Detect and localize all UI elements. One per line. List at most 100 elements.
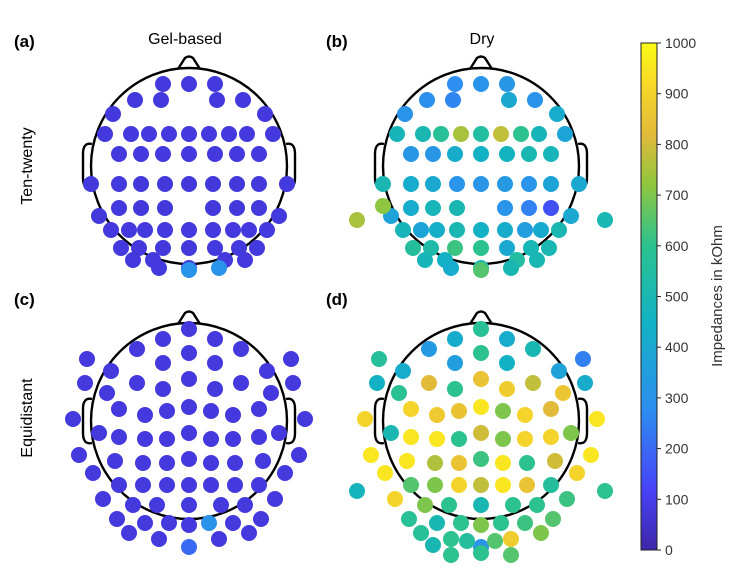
electrode-marker: [155, 355, 171, 371]
electrode-marker: [155, 146, 171, 162]
electrode-marker: [563, 425, 579, 441]
electrode-marker: [559, 491, 575, 507]
colorbar-tick-label: 600: [665, 238, 689, 254]
electrode-marker: [155, 240, 171, 256]
electrodes-panel-b: [349, 76, 613, 278]
electrode-marker: [157, 222, 173, 238]
electrode-marker: [251, 401, 267, 417]
electrode-marker: [403, 200, 419, 216]
electrode-marker: [521, 176, 537, 192]
electrode-marker: [297, 411, 313, 427]
electrode-marker: [203, 403, 219, 419]
electrode-marker: [451, 431, 467, 447]
electrode-marker: [125, 252, 141, 268]
electrode-marker: [181, 345, 197, 361]
electrode-marker: [577, 375, 593, 391]
colorbar-tick-label: 0: [665, 542, 673, 558]
electrode-marker: [255, 453, 271, 469]
electrode-marker: [159, 455, 175, 471]
electrode-marker: [497, 176, 513, 192]
electrode-marker: [375, 176, 391, 192]
electrode-marker: [377, 465, 393, 481]
electrode-marker: [251, 200, 267, 216]
electrode-marker: [447, 240, 463, 256]
electrode-marker: [181, 539, 197, 555]
electrode-marker: [459, 533, 475, 549]
electrode-marker: [569, 465, 585, 481]
electrode-marker: [251, 477, 267, 493]
electrode-marker: [371, 351, 387, 367]
electrode-marker: [83, 176, 99, 192]
electrode-marker: [91, 208, 107, 224]
electrode-marker: [235, 92, 251, 108]
electrode-marker: [473, 222, 489, 238]
electrode-marker: [451, 455, 467, 471]
panel-label-d: (d): [326, 290, 348, 309]
electrode-marker: [135, 477, 151, 493]
electrode-marker: [571, 176, 587, 192]
electrode-marker: [403, 401, 419, 417]
electrode-marker: [429, 407, 445, 423]
electrode-marker: [151, 531, 167, 547]
panel-label-b: (b): [326, 32, 348, 51]
electrode-marker: [181, 321, 197, 337]
electrode-marker: [207, 381, 223, 397]
electrode-marker: [473, 477, 489, 493]
electrode-marker: [395, 363, 411, 379]
electrode-marker: [133, 176, 149, 192]
electrode-marker: [279, 176, 295, 192]
electrode-marker: [451, 477, 467, 493]
electrode-marker: [405, 240, 421, 256]
electrode-marker: [499, 355, 515, 371]
electrode-marker: [257, 106, 273, 122]
electrode-marker: [207, 331, 223, 347]
electrode-marker: [443, 531, 459, 547]
electrode-marker: [225, 407, 241, 423]
electrode-marker: [201, 126, 217, 142]
electrode-marker: [227, 455, 243, 471]
electrode-marker: [551, 222, 567, 238]
electrode-marker: [107, 453, 123, 469]
electrode-marker: [129, 341, 145, 357]
electrode-marker: [473, 76, 489, 92]
electrode-marker: [141, 126, 157, 142]
electrode-marker: [227, 477, 243, 493]
electrode-marker: [91, 425, 107, 441]
electrode-marker: [391, 385, 407, 401]
electrode-marker: [207, 76, 223, 92]
electrode-marker: [249, 240, 265, 256]
electrode-marker: [225, 515, 241, 531]
electrode-marker: [403, 146, 419, 162]
electrode-marker: [433, 126, 449, 142]
electrode-marker: [503, 531, 519, 547]
electrode-marker: [207, 355, 223, 371]
electrode-marker: [447, 76, 463, 92]
colorbar-tick-label: 300: [665, 390, 689, 406]
electrode-marker: [125, 497, 141, 513]
electrode-marker: [133, 146, 149, 162]
electrode-marker: [181, 497, 197, 513]
electrode-marker: [229, 176, 245, 192]
electrode-marker: [417, 497, 433, 513]
electrode-marker: [443, 260, 459, 276]
electrode-marker: [229, 200, 245, 216]
electrode-marker: [201, 515, 217, 531]
electrode-marker: [557, 126, 573, 142]
electrode-marker: [259, 363, 275, 379]
electrode-marker: [453, 515, 469, 531]
electrode-marker: [153, 92, 169, 108]
electrode-marker: [493, 126, 509, 142]
electrode-marker: [529, 252, 545, 268]
electrode-marker: [517, 222, 533, 238]
electrode-marker: [473, 176, 489, 192]
electrode-marker: [597, 212, 613, 228]
electrode-marker: [503, 547, 519, 563]
colorbar-tick-label: 700: [665, 187, 689, 203]
electrode-marker: [497, 200, 513, 216]
electrode-marker: [133, 200, 149, 216]
electrode-marker: [111, 477, 127, 493]
electrode-marker: [127, 92, 143, 108]
electrodes-panel-d: [349, 321, 613, 563]
electrode-marker: [449, 176, 465, 192]
